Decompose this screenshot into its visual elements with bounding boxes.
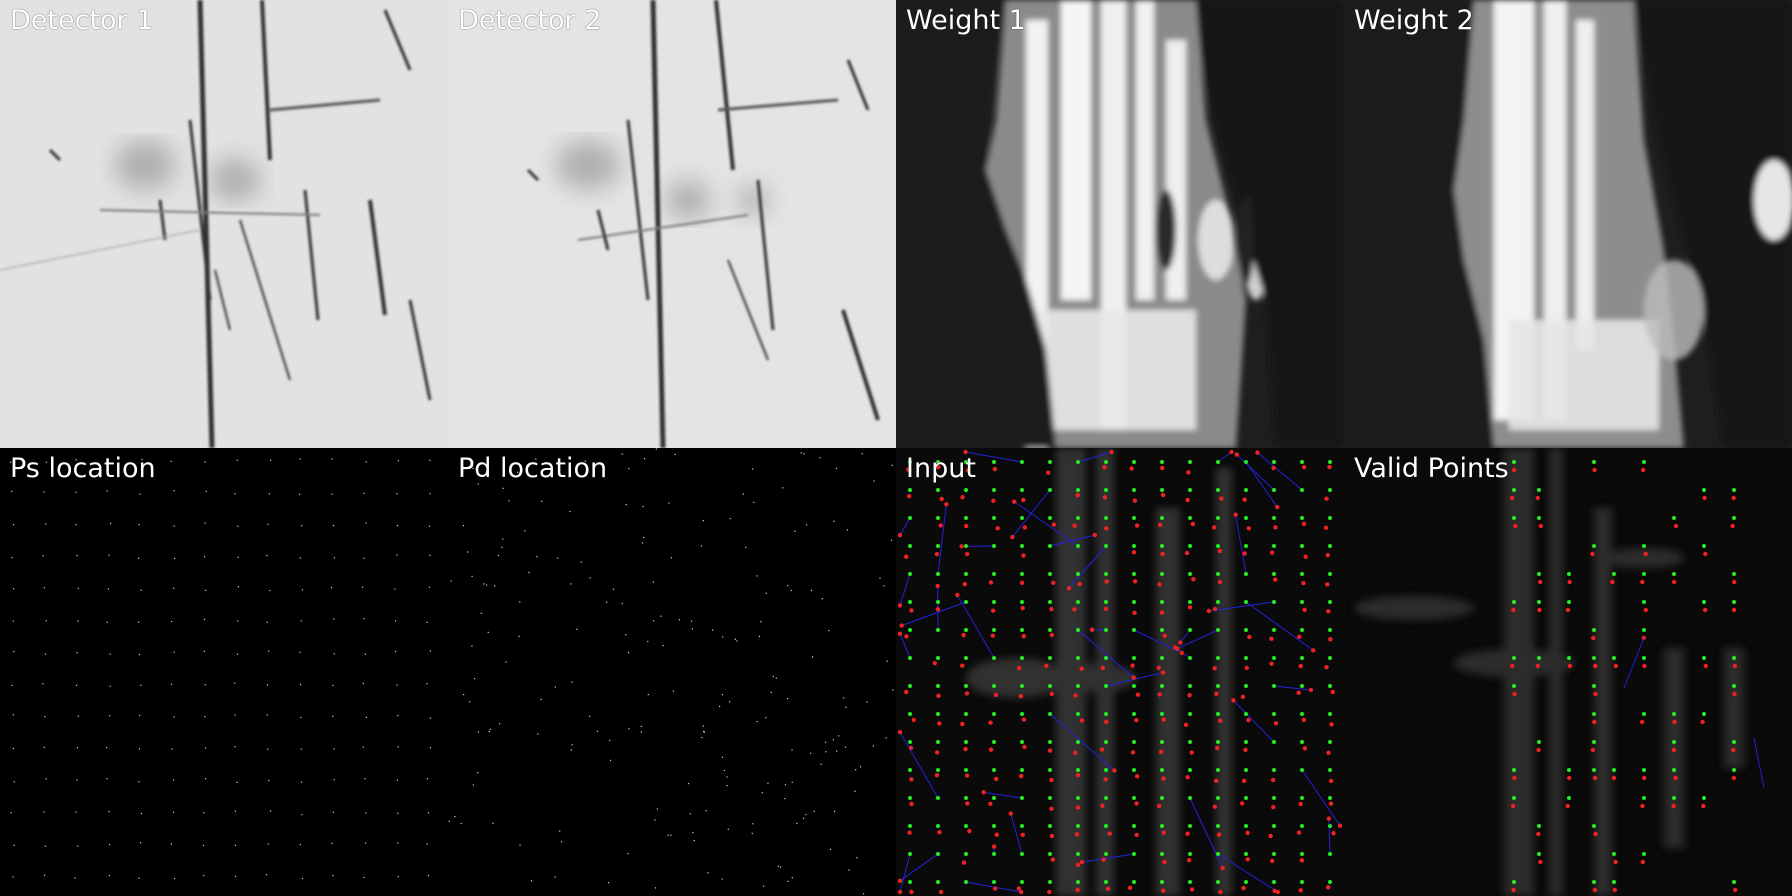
valid-points-image [1344, 448, 1792, 896]
detector-1-image [0, 0, 448, 448]
weight-1-title: Weight 1 [906, 5, 1026, 36]
weight-1-panel: Weight 1 [896, 0, 1344, 448]
valid-points-panel: Valid Points [1344, 448, 1792, 896]
detector-2-title: Detector 2 [458, 5, 602, 36]
ps-location-points [10, 458, 432, 880]
weight-2-title: Weight 2 [1354, 5, 1474, 36]
weight-1-image [896, 0, 1344, 448]
detector-2-image [448, 0, 896, 448]
pd-location-title: Pd location [458, 453, 608, 484]
pd-location-panel: Pd location [448, 448, 896, 896]
weight-2-panel: Weight 2 [1344, 0, 1792, 448]
valid-points-title: Valid Points [1354, 453, 1509, 484]
weight-2-image [1344, 0, 1792, 448]
detector-2-panel: Detector 2 [448, 0, 896, 448]
pd-location-points [448, 448, 894, 895]
input-panel: Input [896, 448, 1344, 896]
input-image [896, 448, 1344, 896]
ps-location-panel: Ps location [0, 448, 448, 896]
detector-1-panel: Detector 1 [0, 0, 448, 448]
ps-location-title: Ps location [10, 453, 156, 484]
detector-1-title: Detector 1 [10, 5, 154, 36]
input-title: Input [906, 453, 976, 484]
